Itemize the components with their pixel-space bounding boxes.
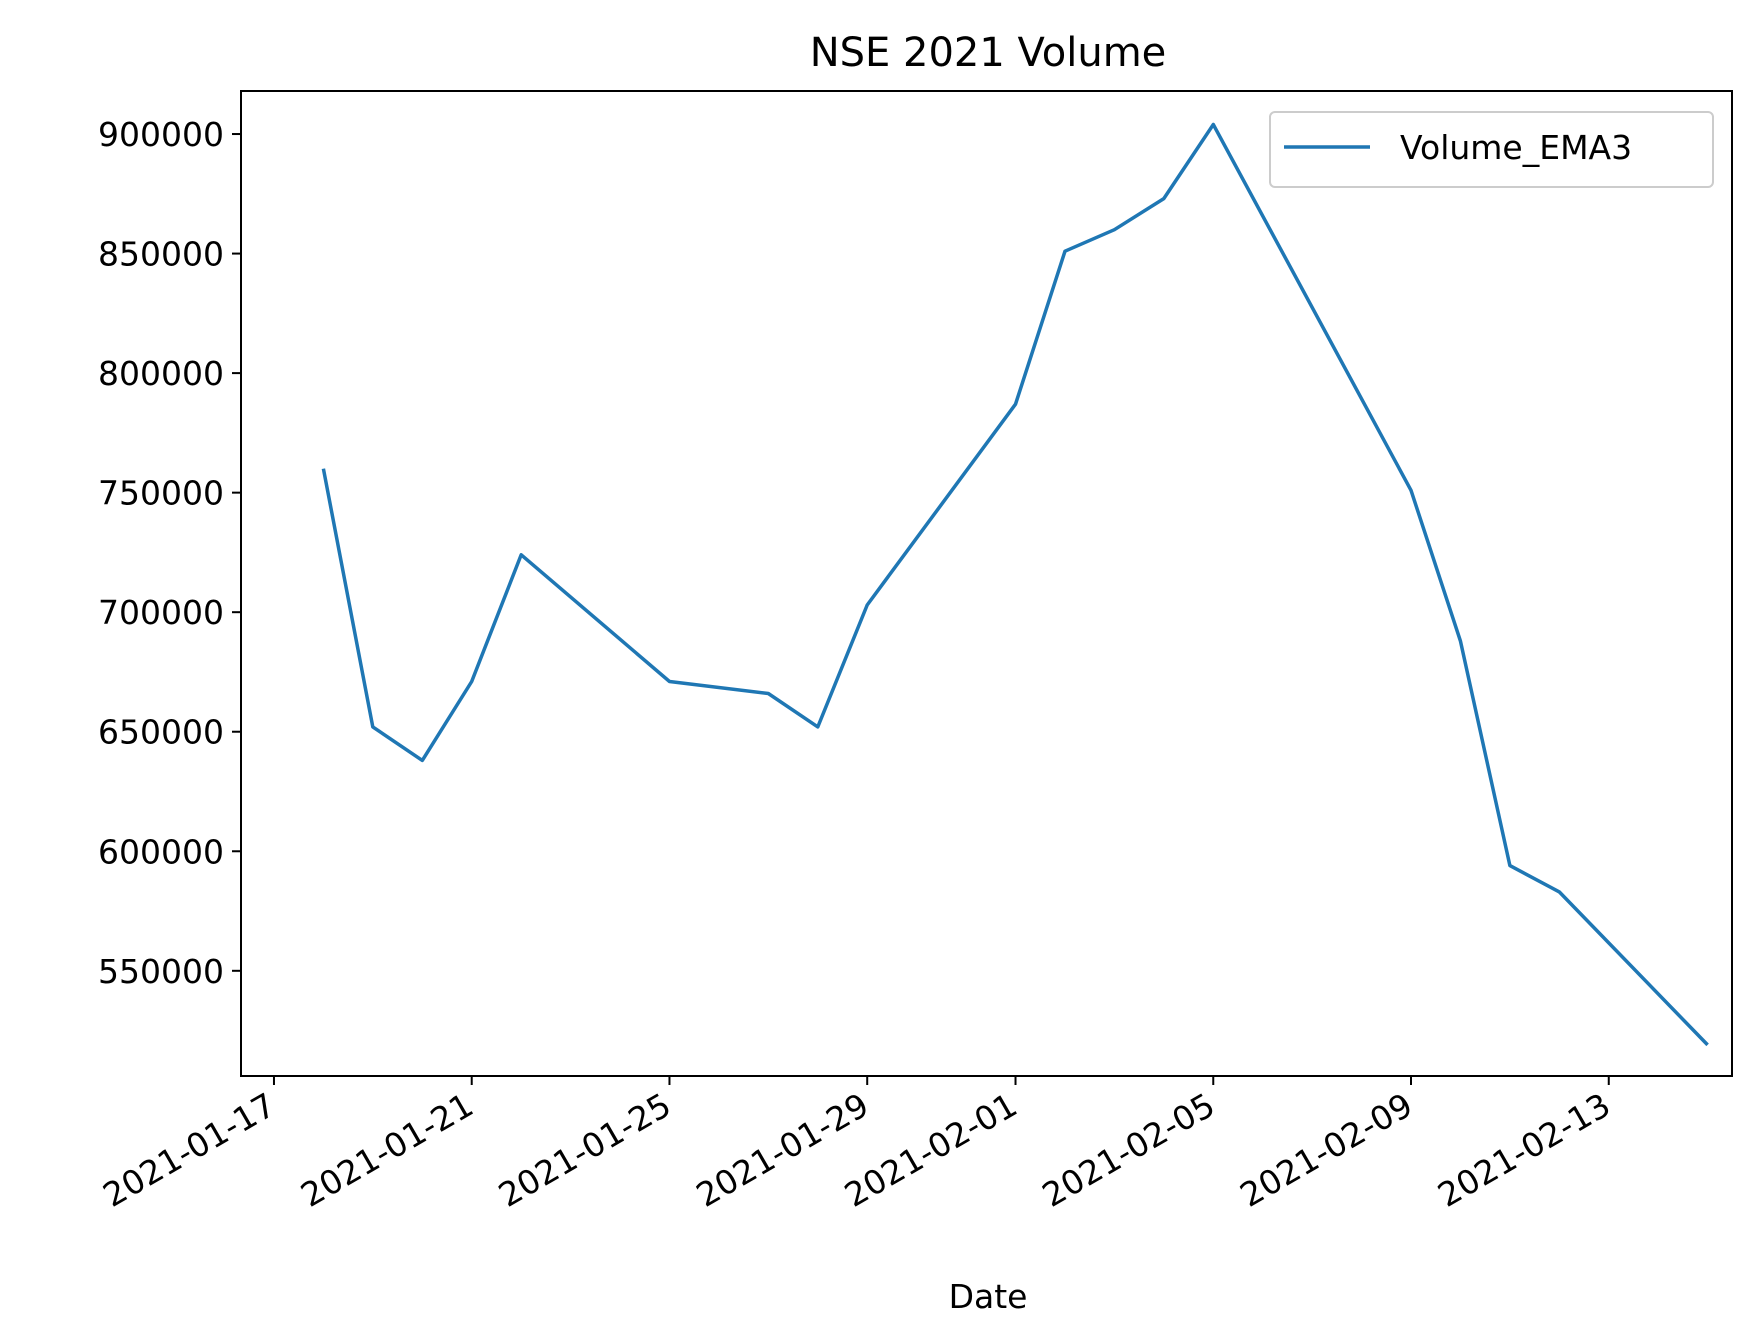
y-axis: 550000 600000 650000 700000 750000 800000 8500…	[98, 115, 241, 991]
y-tick-label: 600000	[98, 832, 224, 871]
chart-title: NSE 2021 Volume	[810, 30, 1167, 76]
legend-box	[1269, 111, 1714, 188]
x-axis-label: Date	[949, 1277, 1028, 1316]
x-axis: 2021-01-17 2021-01-21 2021-01-25 2021-01-29…	[96, 1076, 1617, 1215]
x-tick-label: 2021-01-21	[294, 1085, 480, 1215]
plot-frame	[240, 90, 1733, 1077]
x-tick-label: 2021-01-17	[96, 1085, 282, 1215]
series-line-volume-ema3	[321, 122, 1709, 1047]
y-tick-label: 750000	[98, 474, 224, 513]
legend-label: Volume_EMA3	[1400, 128, 1632, 167]
y-tick-label: 900000	[98, 115, 224, 154]
y-tick-label: 850000	[98, 235, 224, 274]
y-tick-label: 550000	[98, 952, 224, 991]
x-tick-label: 2021-02-09	[1233, 1085, 1419, 1215]
x-tick-label: 2021-02-05	[1036, 1085, 1222, 1215]
y-tick-label: 650000	[98, 713, 224, 752]
legend: Volume_EMA3	[1269, 111, 1714, 188]
x-tick-label: 2021-01-25	[492, 1085, 678, 1215]
y-tick-label: 800000	[98, 354, 224, 393]
y-tick-label: 700000	[98, 593, 224, 632]
x-tick-label: 2021-02-13	[1431, 1085, 1617, 1215]
